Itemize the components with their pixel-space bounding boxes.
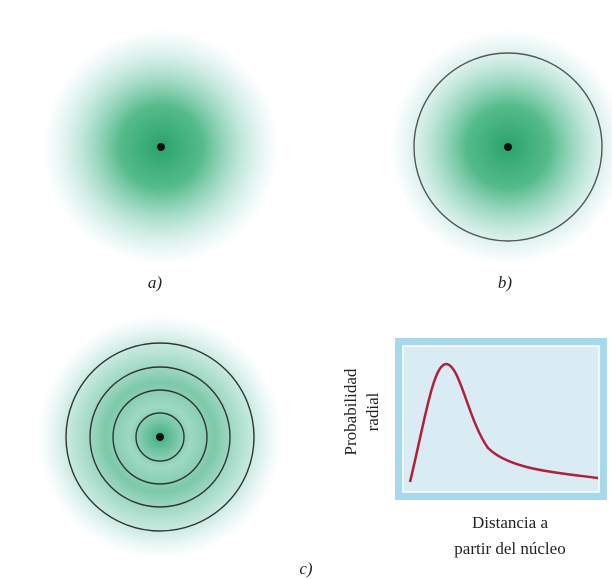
probability-curve [408, 362, 599, 483]
x-axis-label: Distancia a [472, 513, 548, 532]
shell-circle [112, 389, 208, 485]
electron-cloud [390, 29, 612, 265]
nucleus [504, 143, 512, 151]
y-axis-label: radial [363, 392, 382, 431]
shell-circle [135, 412, 185, 462]
nucleus [156, 433, 164, 441]
y-axis-label: Probabilidad [341, 368, 360, 455]
x-axis-label: partir del núcleo [454, 539, 565, 558]
panel-label: a) [148, 273, 163, 292]
shell-circle [89, 366, 231, 508]
panel-label: c) [299, 559, 313, 578]
panel-label: b) [498, 273, 513, 292]
plot-area [402, 345, 600, 493]
boundary-circle [413, 52, 603, 242]
shell-circle [65, 342, 255, 532]
nucleus [157, 143, 165, 151]
